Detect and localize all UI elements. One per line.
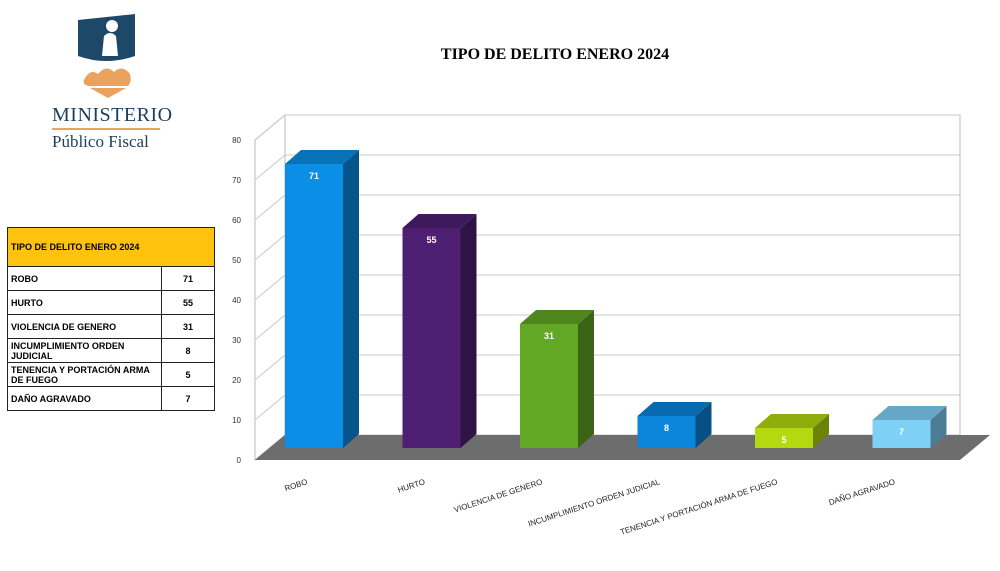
bar-top bbox=[285, 150, 359, 164]
row-label: DAÑO AGRAVADO bbox=[7, 386, 162, 411]
y-tick-label: 40 bbox=[232, 296, 241, 305]
table-row: ROBO 71 bbox=[7, 266, 215, 291]
bar bbox=[402, 228, 461, 448]
data-label: 55 bbox=[426, 235, 436, 245]
row-value: 5 bbox=[161, 362, 215, 387]
x-tick-label: DAÑO AGRAVADO bbox=[828, 477, 896, 507]
data-label: 71 bbox=[309, 171, 319, 181]
x-tick-label: ROBO bbox=[283, 477, 308, 493]
bar bbox=[755, 428, 813, 448]
x-tick-label: VIOLENCIA DE GENERO bbox=[453, 477, 544, 514]
y-tick-label: 0 bbox=[237, 456, 242, 465]
data-label: 8 bbox=[664, 423, 669, 433]
table-header: TIPO DE DELITO ENERO 2024 bbox=[7, 227, 215, 267]
row-value: 7 bbox=[161, 386, 215, 411]
row-label: HURTO bbox=[7, 290, 162, 315]
data-label: 7 bbox=[899, 427, 904, 437]
y-tick-label: 80 bbox=[232, 136, 241, 145]
bar-side bbox=[695, 402, 712, 448]
logo bbox=[40, 10, 190, 160]
bar-top bbox=[755, 414, 829, 428]
bar bbox=[520, 324, 578, 448]
row-label: INCUMPLIMIENTO ORDEN JUDICIAL bbox=[7, 338, 162, 363]
chart-title: TIPO DE DELITO ENERO 2024 bbox=[440, 46, 670, 63]
y-tick-label: 30 bbox=[232, 336, 241, 345]
row-value: 31 bbox=[161, 314, 215, 339]
ministerio-emblem-icon bbox=[78, 14, 135, 98]
bar bbox=[872, 420, 931, 448]
bar-top bbox=[402, 214, 477, 228]
bar bbox=[637, 416, 696, 448]
y-tick-label: 20 bbox=[232, 376, 241, 385]
row-value: 71 bbox=[161, 266, 215, 291]
table-row: DAÑO AGRAVADO 7 bbox=[7, 386, 215, 411]
bar-side bbox=[343, 150, 359, 448]
data-label: 31 bbox=[544, 331, 554, 341]
table-row: VIOLENCIA DE GENERO 31 bbox=[7, 314, 215, 339]
brand-name-line2: Público Fiscal bbox=[52, 132, 149, 151]
y-tick-label: 60 bbox=[232, 216, 241, 225]
row-value: 8 bbox=[161, 338, 215, 363]
y-tick-label: 10 bbox=[232, 416, 241, 425]
bar-side bbox=[578, 310, 594, 448]
y-tick-label: 70 bbox=[232, 176, 241, 185]
brand-divider bbox=[52, 128, 160, 130]
bar-top bbox=[520, 310, 594, 324]
summary-table: TIPO DE DELITO ENERO 2024 ROBO 71 HURTO … bbox=[7, 227, 215, 411]
bar bbox=[285, 164, 343, 448]
bar-top bbox=[872, 406, 947, 420]
gridline bbox=[254, 154, 960, 181]
table-row: HURTO 55 bbox=[7, 290, 215, 315]
brand-name-line1: MINISTERIO bbox=[52, 104, 173, 126]
y-tick-label: 50 bbox=[232, 256, 241, 265]
bar-top bbox=[637, 402, 712, 416]
row-label: TENENCIA Y PORTACIÓN ARMA DE FUEGO bbox=[7, 362, 162, 387]
data-label: 5 bbox=[781, 435, 786, 445]
x-tick-label: HURTO bbox=[397, 477, 427, 494]
table-row: TENENCIA Y PORTACIÓN ARMA DE FUEGO 5 bbox=[7, 362, 215, 387]
bar-side bbox=[813, 414, 829, 448]
row-label: VIOLENCIA DE GENERO bbox=[7, 314, 162, 339]
row-value: 55 bbox=[161, 290, 215, 315]
row-label: ROBO bbox=[7, 266, 162, 291]
bar-chart: 0 10 20 30 40 50 60 70 80 71 ROBO 55 HURTO 31 VIOLENCI… bbox=[232, 113, 990, 537]
gridline bbox=[254, 114, 960, 141]
table-row: INCUMPLIMIENTO ORDEN JUDICIAL 8 bbox=[7, 338, 215, 363]
bar-side bbox=[460, 214, 477, 448]
